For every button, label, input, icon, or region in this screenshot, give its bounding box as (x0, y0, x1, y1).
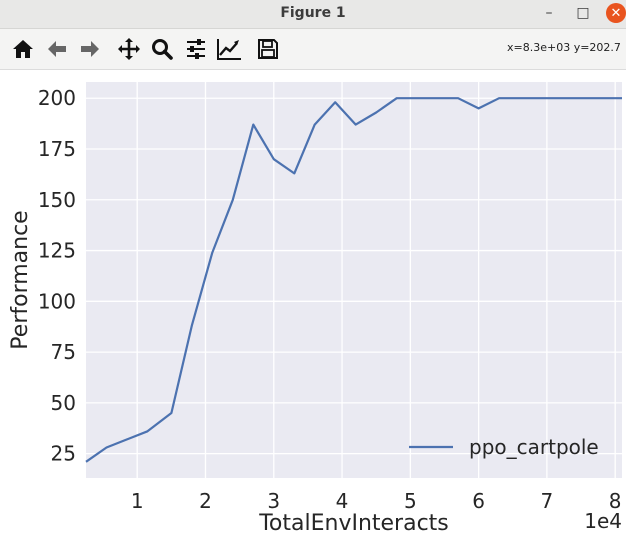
pan-move-icon (118, 38, 140, 60)
y-axis-label: Performance (8, 210, 33, 349)
forward-button[interactable] (76, 35, 104, 63)
pan-button[interactable] (115, 35, 143, 63)
x-tick-label: 4 (336, 489, 349, 513)
minimize-button[interactable]: – (545, 5, 553, 21)
y-tick-label: 75 (51, 340, 76, 364)
zoom-button[interactable] (148, 35, 176, 63)
back-arrow-icon (48, 41, 66, 57)
subplots-sliders-icon (187, 39, 205, 59)
x-axis-label: TotalEnvInteracts (258, 511, 449, 536)
forward-arrow-icon (81, 41, 99, 57)
line-chart[interactable]: 1 2 3 4 5 6 7 8 25 50 75 100 125 150 175 200 TotalEnvI… (0, 70, 626, 538)
y-tick-label: 175 (38, 137, 76, 161)
x-tick-labels: 1 2 3 4 5 6 7 8 (131, 489, 622, 513)
series-line-ppo_cartpole (85, 97, 622, 463)
save-button[interactable] (254, 35, 282, 63)
y-tick-label: 200 (38, 86, 76, 110)
home-button[interactable] (9, 35, 37, 63)
subplots-button[interactable] (182, 35, 210, 63)
series-layer (85, 97, 622, 463)
back-button[interactable] (43, 35, 71, 63)
legend-label: ppo_cartpole (469, 435, 599, 459)
save-floppy-icon (258, 39, 278, 59)
y-tick-label: 150 (38, 188, 76, 212)
plot-area (86, 82, 622, 478)
x-axis-multiplier: 1e4 (584, 509, 622, 533)
edit-axis-icon (217, 39, 241, 60)
y-tick-label: 125 (38, 239, 76, 263)
legend: ppo_cartpole (409, 435, 599, 459)
y-tick-label: 100 (38, 289, 76, 313)
y-tick-labels: 25 50 75 100 125 150 175 200 (38, 86, 76, 465)
home-icon (13, 40, 33, 58)
x-tick-label: 3 (267, 489, 280, 513)
x-tick-label: 1 (131, 489, 144, 513)
grid-lines (86, 82, 622, 478)
x-tick-label: 7 (541, 489, 554, 513)
close-button[interactable]: ✕ (606, 3, 626, 23)
x-tick-label: 2 (199, 489, 212, 513)
x-tick-label: 8 (609, 489, 622, 513)
window-title: Figure 1 (280, 5, 346, 21)
navigation-toolbar (0, 29, 626, 70)
cursor-coordinates: x=8.3e+03 y=202.7 (507, 41, 621, 54)
zoom-magnifier-icon (152, 39, 173, 60)
x-tick-label: 6 (472, 489, 485, 513)
y-tick-label: 50 (51, 391, 76, 415)
maximize-button[interactable]: □ (576, 5, 590, 21)
edit-axis-button[interactable] (215, 35, 243, 63)
figure-canvas[interactable]: 1 2 3 4 5 6 7 8 25 50 75 100 125 150 175 200 TotalEnvI… (0, 70, 626, 538)
title-bar: Figure 1 – □ ✕ (0, 0, 626, 29)
y-tick-label: 25 (51, 442, 76, 466)
x-tick-label: 5 (404, 489, 417, 513)
